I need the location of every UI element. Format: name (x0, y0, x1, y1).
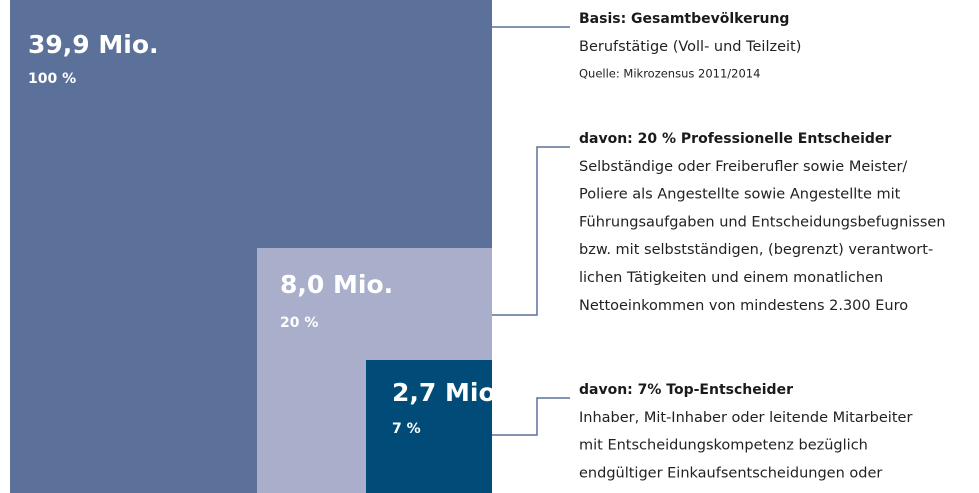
description-line: endgültiger Einkaufsentscheidungen oder (579, 465, 882, 481)
box-top (366, 360, 492, 493)
box-value: 39,9 Mio. (28, 30, 159, 59)
description-line: bzw. mit selbstständigen, (begrenzt) ver… (579, 242, 933, 258)
descriptions: Basis: Gesamtbevölkerung Berufstätige (Vo… (579, 11, 946, 481)
connector (492, 397, 570, 436)
description-line: Führungsaufgaben und Entscheidungsbefugn… (579, 214, 946, 230)
description-line: Selbständige oder Freiberufler sowie Mei… (579, 159, 907, 175)
box-share: 7 % (392, 421, 421, 437)
description-source: Quelle: Mikrozensus 2011/2014 (579, 66, 760, 80)
description-line: Berufstätige (Voll- und Teilzeit) (579, 39, 801, 55)
box-share: 100 % (28, 71, 76, 87)
description-line: lichen Tätigkeiten und einem monatlichen (579, 270, 883, 286)
box-value: 2,7 Mio. (392, 378, 505, 407)
box-value: 8,0 Mio. (280, 270, 393, 299)
description-line: Poliere als Angestellte sowie Angestellt… (579, 187, 901, 203)
connector (492, 146, 570, 316)
description-line: mit Entscheidungskompetenz bezüglich (579, 438, 868, 454)
description-heading: davon: 20 % Professionelle Entscheider (579, 131, 891, 147)
description-heading: davon: 7% Top-Entscheider (579, 382, 793, 398)
description-line: Nettoeinkommen von mindestens 2.300 Euro (579, 298, 908, 314)
description-heading: Basis: Gesamtbevölkerung (579, 11, 789, 27)
box-share: 20 % (280, 315, 318, 331)
description-line: Inhaber, Mit-Inhaber oder leitende Mitar… (579, 410, 912, 426)
